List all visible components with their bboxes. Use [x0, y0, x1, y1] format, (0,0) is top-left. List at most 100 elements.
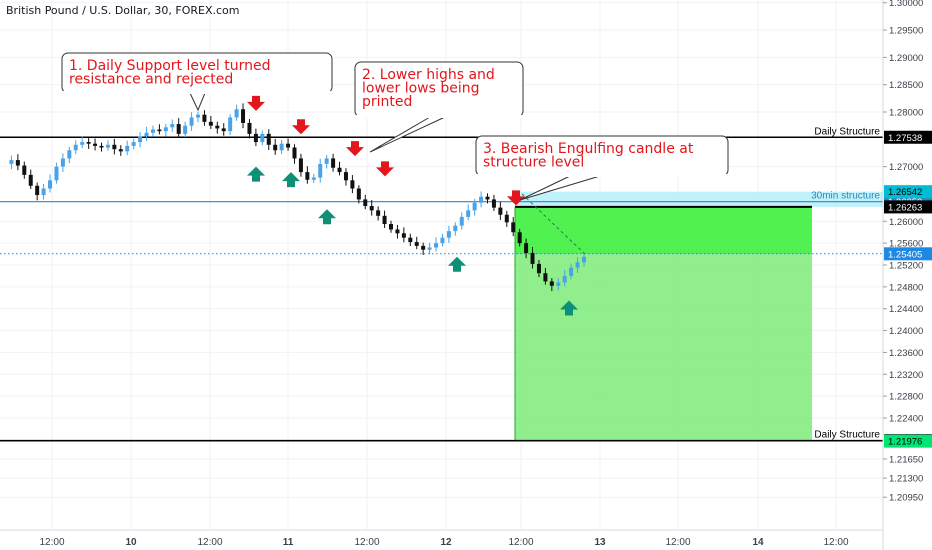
candle-body	[157, 129, 162, 132]
price-tick-label: 1.30000	[889, 0, 923, 9]
time-tick-label: 12:00	[39, 537, 64, 548]
annotation-text: resistance and rejected	[69, 72, 233, 88]
price-tick-label: 1.20950	[889, 493, 923, 504]
candle-body	[389, 224, 393, 230]
price-axis[interactable]: 1.30000 1.29500 1.29000 1.28500 1.28000 1.270…	[882, 0, 932, 550]
candle-body	[183, 125, 188, 134]
price-badge	[884, 200, 932, 214]
candle-body	[582, 256, 586, 263]
candle-body	[189, 117, 194, 126]
candle-body	[318, 163, 323, 178]
candle-body	[491, 199, 496, 208]
candle-body	[28, 174, 33, 186]
candle-body	[41, 188, 46, 196]
price-tick-label: 1.24800	[889, 282, 923, 293]
callout-seam	[356, 115, 522, 118]
candle-body	[163, 127, 168, 132]
candle-body	[298, 158, 303, 173]
candle-body	[498, 207, 503, 215]
down-arrow-icon	[507, 190, 525, 206]
candle-body	[234, 109, 239, 118]
candle-body	[504, 214, 509, 223]
time-tick-label: 12:00	[197, 537, 222, 548]
candle-body	[337, 167, 342, 173]
candle-body	[356, 188, 361, 200]
candle-body	[556, 282, 561, 286]
level-label: Daily Structure	[814, 126, 880, 137]
candle-body	[575, 262, 580, 268]
candle-body	[273, 144, 278, 151]
price-badge	[884, 434, 932, 448]
annotations: 1. Daily Support level turnedresistance …	[61, 52, 729, 201]
candle-body	[292, 147, 297, 159]
candle-body	[202, 114, 207, 122]
candle-body	[22, 165, 27, 175]
price-tick-label: 1.21650	[889, 454, 923, 465]
time-tick-label: 12:00	[823, 537, 848, 548]
price-badge-label: 1.26542	[888, 187, 922, 198]
candle-body	[382, 215, 387, 225]
price-tick-label: 1.29000	[889, 53, 923, 64]
candle-body	[48, 180, 53, 189]
callout-pointer	[189, 92, 206, 112]
candle-body	[54, 166, 59, 181]
candle-body	[543, 273, 548, 282]
candle-body	[395, 229, 400, 234]
candle-body	[247, 122, 252, 134]
price-tick-label: 1.24400	[889, 304, 923, 315]
candle-body	[118, 149, 123, 152]
callout-seam	[63, 91, 331, 94]
price-badge-label: 1.21976	[888, 437, 922, 448]
candle-body	[35, 185, 40, 196]
candle-body	[67, 150, 72, 159]
candle-body	[459, 216, 464, 226]
candle-body	[331, 158, 336, 168]
chart-title: British Pound / U.S. Dollar, 30, FOREX.c…	[6, 4, 239, 17]
time-tick-label: 10	[125, 537, 137, 548]
time-tick-label: 12:00	[508, 537, 533, 548]
candle-body	[350, 180, 355, 189]
candle-body	[176, 124, 181, 134]
candle-body	[427, 247, 432, 250]
annotation-text: 1. Daily Support level turned	[69, 58, 270, 74]
candle-body	[86, 142, 91, 144]
candle-body	[228, 117, 233, 132]
price-badge	[884, 247, 932, 261]
candle-body	[9, 160, 14, 164]
time-tick-label: 11	[283, 537, 294, 548]
candle-body	[208, 121, 213, 126]
candle-body	[170, 124, 175, 128]
annotation-text: printed	[362, 94, 412, 110]
level-label: 30min structure	[811, 191, 880, 202]
annotation-text: 2. Lower highs and	[362, 67, 495, 83]
candle-body	[440, 237, 445, 244]
candle-body	[517, 232, 522, 244]
annotation-text: structure level	[483, 155, 584, 171]
candle-body	[125, 145, 130, 152]
candle-body	[80, 142, 85, 145]
candle-body	[530, 252, 535, 264]
candle-body	[472, 202, 477, 211]
candle-body	[369, 205, 374, 211]
time-tick-label: 14	[752, 537, 764, 548]
price-tick-label: 1.22400	[889, 413, 923, 424]
candle-body	[260, 133, 265, 143]
callout-pointer	[369, 116, 446, 153]
time-axis[interactable]: 12:00 10 12:00 11 12:00 12 12:00 13 12:00 14 12:00	[0, 529, 883, 548]
candle-body	[99, 145, 104, 148]
candle-body	[138, 136, 143, 143]
price-tick-label: 1.23600	[889, 348, 923, 359]
down-arrow-icon	[346, 141, 364, 157]
take-profit-zone-upper	[515, 206, 812, 255]
price-tick-label: 1.23200	[889, 370, 923, 381]
stop-loss-zone	[515, 191, 883, 207]
candle-body	[73, 144, 78, 151]
candle-body	[253, 133, 258, 143]
candle-body	[401, 233, 406, 238]
time-tick-label: 12	[440, 537, 452, 548]
candle-body	[105, 144, 110, 148]
annotation-text: lower lows being	[362, 81, 480, 97]
price-tick-label: 1.26000	[889, 217, 923, 228]
